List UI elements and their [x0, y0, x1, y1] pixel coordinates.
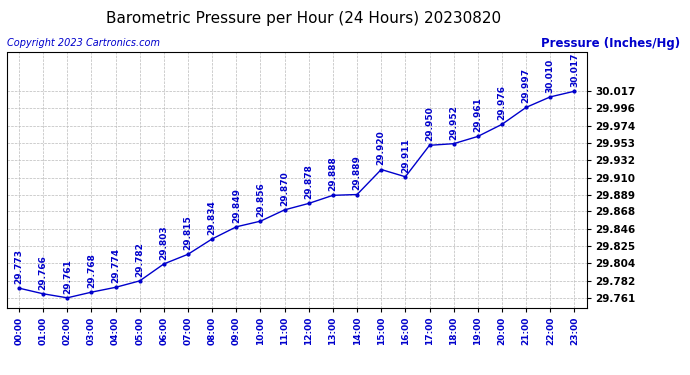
Text: 29.911: 29.911 [401, 138, 410, 172]
Text: Pressure (Inches/Hg): Pressure (Inches/Hg) [540, 38, 680, 51]
Text: 30.017: 30.017 [570, 53, 579, 87]
Text: 29.878: 29.878 [304, 164, 313, 199]
Text: 29.997: 29.997 [522, 68, 531, 103]
Text: 29.768: 29.768 [87, 253, 96, 288]
Text: 29.870: 29.870 [280, 171, 289, 206]
Text: 29.849: 29.849 [232, 188, 241, 223]
Text: 29.773: 29.773 [14, 249, 23, 284]
Text: 29.782: 29.782 [135, 242, 144, 277]
Text: 29.856: 29.856 [256, 182, 265, 217]
Text: 29.950: 29.950 [425, 106, 434, 141]
Text: 29.774: 29.774 [111, 248, 120, 283]
Text: 29.961: 29.961 [473, 98, 482, 132]
Text: Barometric Pressure per Hour (24 Hours) 20230820: Barometric Pressure per Hour (24 Hours) … [106, 11, 501, 26]
Text: 30.010: 30.010 [546, 58, 555, 93]
Text: 29.761: 29.761 [63, 259, 72, 294]
Text: Copyright 2023 Cartronics.com: Copyright 2023 Cartronics.com [7, 38, 160, 48]
Text: 29.976: 29.976 [497, 85, 506, 120]
Text: 29.803: 29.803 [159, 225, 168, 260]
Text: 29.766: 29.766 [39, 255, 48, 290]
Text: 29.834: 29.834 [208, 200, 217, 235]
Text: 29.815: 29.815 [184, 215, 193, 250]
Text: 29.920: 29.920 [377, 130, 386, 165]
Text: 29.952: 29.952 [449, 105, 458, 140]
Text: 29.888: 29.888 [328, 156, 337, 191]
Text: 29.889: 29.889 [353, 156, 362, 190]
